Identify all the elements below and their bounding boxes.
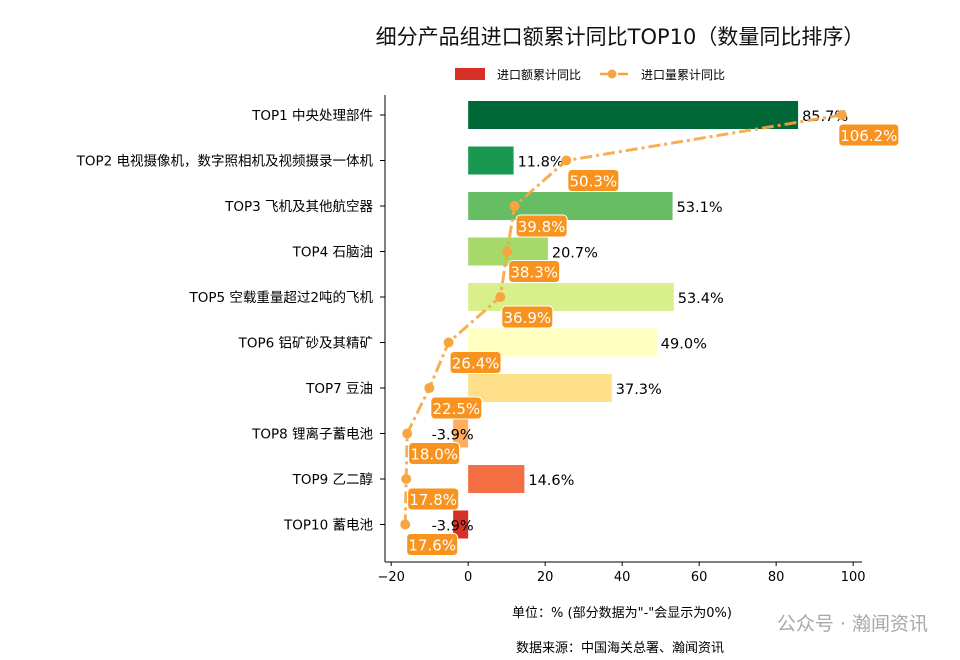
y-tick-label: TOP6 铝矿砂及其精矿	[238, 336, 373, 352]
line-value-label: 17.6%	[408, 537, 456, 555]
line-point	[561, 155, 572, 166]
line-value-box	[430, 396, 483, 420]
bar-value-label: 14.6%	[528, 473, 574, 489]
line-point	[502, 246, 513, 257]
source-note: 数据来源：中国海关总署、瀚闻资讯	[516, 641, 724, 656]
bar-value-label: 53.4%	[678, 291, 724, 307]
legend-bar-swatch	[455, 68, 485, 80]
line-value-label: 17.8%	[409, 491, 457, 509]
legend-bar-label: 进口额累计同比	[497, 68, 581, 82]
line-value-box	[407, 487, 460, 511]
y-tick-label: TOP2 电视摄像机，数字照相机及视频摄录一体机	[76, 154, 374, 170]
line-value-label: 50.3%	[570, 173, 618, 191]
line-value-box	[501, 305, 554, 329]
line-point	[443, 337, 454, 348]
line-value-label: 36.9%	[503, 309, 551, 327]
line-value-label: 38.3%	[510, 264, 558, 282]
bar	[453, 419, 469, 448]
line-value-box	[449, 351, 502, 374]
legend: 进口额累计同比 进口量累计同比	[455, 68, 725, 82]
y-tick-label: TOP1 中央处理部件	[251, 108, 373, 124]
bar-value-label: 53.1%	[677, 200, 723, 216]
line-point	[401, 474, 412, 484]
line-value-box	[408, 442, 461, 465]
x-tick-label: 40	[614, 570, 631, 585]
y-tick-label: TOP3 飞机及其他航空器	[224, 199, 373, 215]
bar	[468, 465, 525, 493]
bar	[453, 510, 469, 539]
bar	[468, 192, 673, 220]
bar-value-label: -3.9%	[432, 519, 474, 535]
line-value-label: 39.8%	[518, 218, 566, 236]
x-tick-label: 100	[841, 570, 866, 585]
bar	[468, 374, 612, 402]
line-point	[400, 519, 411, 530]
bar-value-label: -3.9%	[432, 428, 474, 444]
line-value-box	[406, 533, 459, 556]
bar-value-label: 37.3%	[616, 382, 662, 398]
series-line	[403, 113, 843, 525]
line-value-box	[567, 169, 620, 192]
watermark: 公众号 · 瀚闻资讯	[777, 613, 928, 635]
line-value-box	[515, 214, 568, 238]
y-tick-label: TOP4 石脑油	[292, 245, 373, 261]
x-tick-label: 80	[768, 570, 785, 585]
bar-value-label: 11.8%	[518, 155, 564, 171]
bar-value-label: 49.0%	[661, 337, 707, 353]
y-tick-label: TOP7 豆油	[305, 381, 373, 397]
y-tick-label: TOP5 空载重量超过2吨的飞机	[189, 290, 374, 306]
line-value-box	[508, 260, 561, 283]
x-tick-label: 20	[537, 570, 554, 585]
line-point	[424, 383, 435, 393]
bar	[468, 146, 514, 175]
y-tick-label: TOP10 蓄电池	[283, 518, 373, 534]
line-point	[402, 428, 413, 439]
chart-title: 细分产品组进口额累计同比TOP10（数量同比排序）	[376, 25, 865, 49]
line-value-label: 26.4%	[452, 355, 500, 373]
legend-line-label: 进口量累计同比	[641, 68, 725, 82]
line-value-label: 18.0%	[410, 446, 458, 464]
line-point	[836, 110, 847, 120]
x-axis-label: 单位：% (部分数据为"-"会显示为0%)	[512, 606, 732, 621]
x-tick-label: 60	[691, 570, 708, 585]
line-point	[509, 201, 520, 211]
line-point	[495, 292, 506, 302]
y-tick-label: TOP8 锂离子蓄电池	[251, 426, 373, 443]
line-value-box	[838, 123, 900, 147]
legend-line-marker	[607, 69, 617, 79]
y-tick-label: TOP9 乙二醇	[292, 471, 373, 488]
x-tick-label: 0	[464, 570, 472, 585]
bar	[468, 101, 799, 129]
line-value-label: 106.2%	[840, 127, 897, 145]
bar-value-label: 20.7%	[552, 246, 598, 262]
line-value-label: 22.5%	[433, 400, 481, 418]
x-tick-label: −20	[377, 570, 404, 585]
